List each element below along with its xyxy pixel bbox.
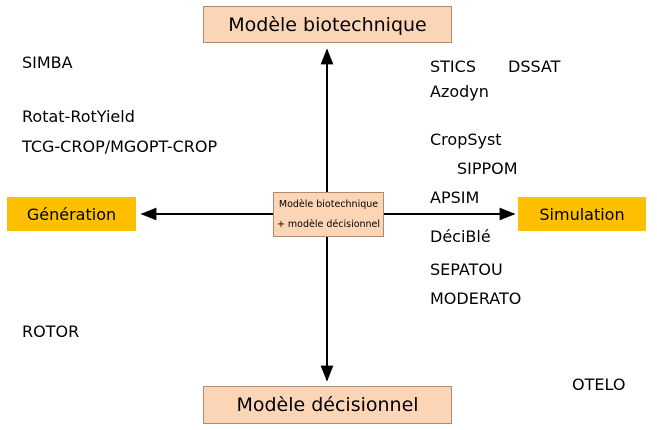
label-rotor: ROTOR [22,322,80,341]
box-simulation: Simulation [518,197,646,231]
label-apsim: APSIM [430,188,480,207]
center-line-1: Modèle biotechnique [278,198,379,210]
label-cropsyst: CropSyst [430,130,502,149]
label-simba: SIMBA [22,53,73,72]
box-generation: Génération [7,197,136,231]
label-rotat-rotyield: Rotat-RotYield [22,107,135,126]
label-dssat: DSSAT [508,57,561,76]
label-moderato: MODERATO [430,289,522,308]
center-line-2: + modèle décisionnel [276,218,381,230]
label-otelo: OTELO [572,375,626,394]
label-azodyn: Azodyn [430,82,489,101]
box-modele-decisionnel: Modèle décisionnel [203,386,452,424]
label-sepatou: SEPATOU [430,260,503,279]
label-sippom: SIPPOM [457,159,518,178]
label-stics: STICS [430,57,476,76]
label-decible: DéciBlé [430,227,491,246]
label-tcg-crop: TCG-CROP/MGOPT-CROP [22,137,218,156]
box-modele-biotechnique: Modèle biotechnique [203,6,452,43]
box-center-combined: Modèle biotechnique + modèle décisionnel [273,192,384,237]
